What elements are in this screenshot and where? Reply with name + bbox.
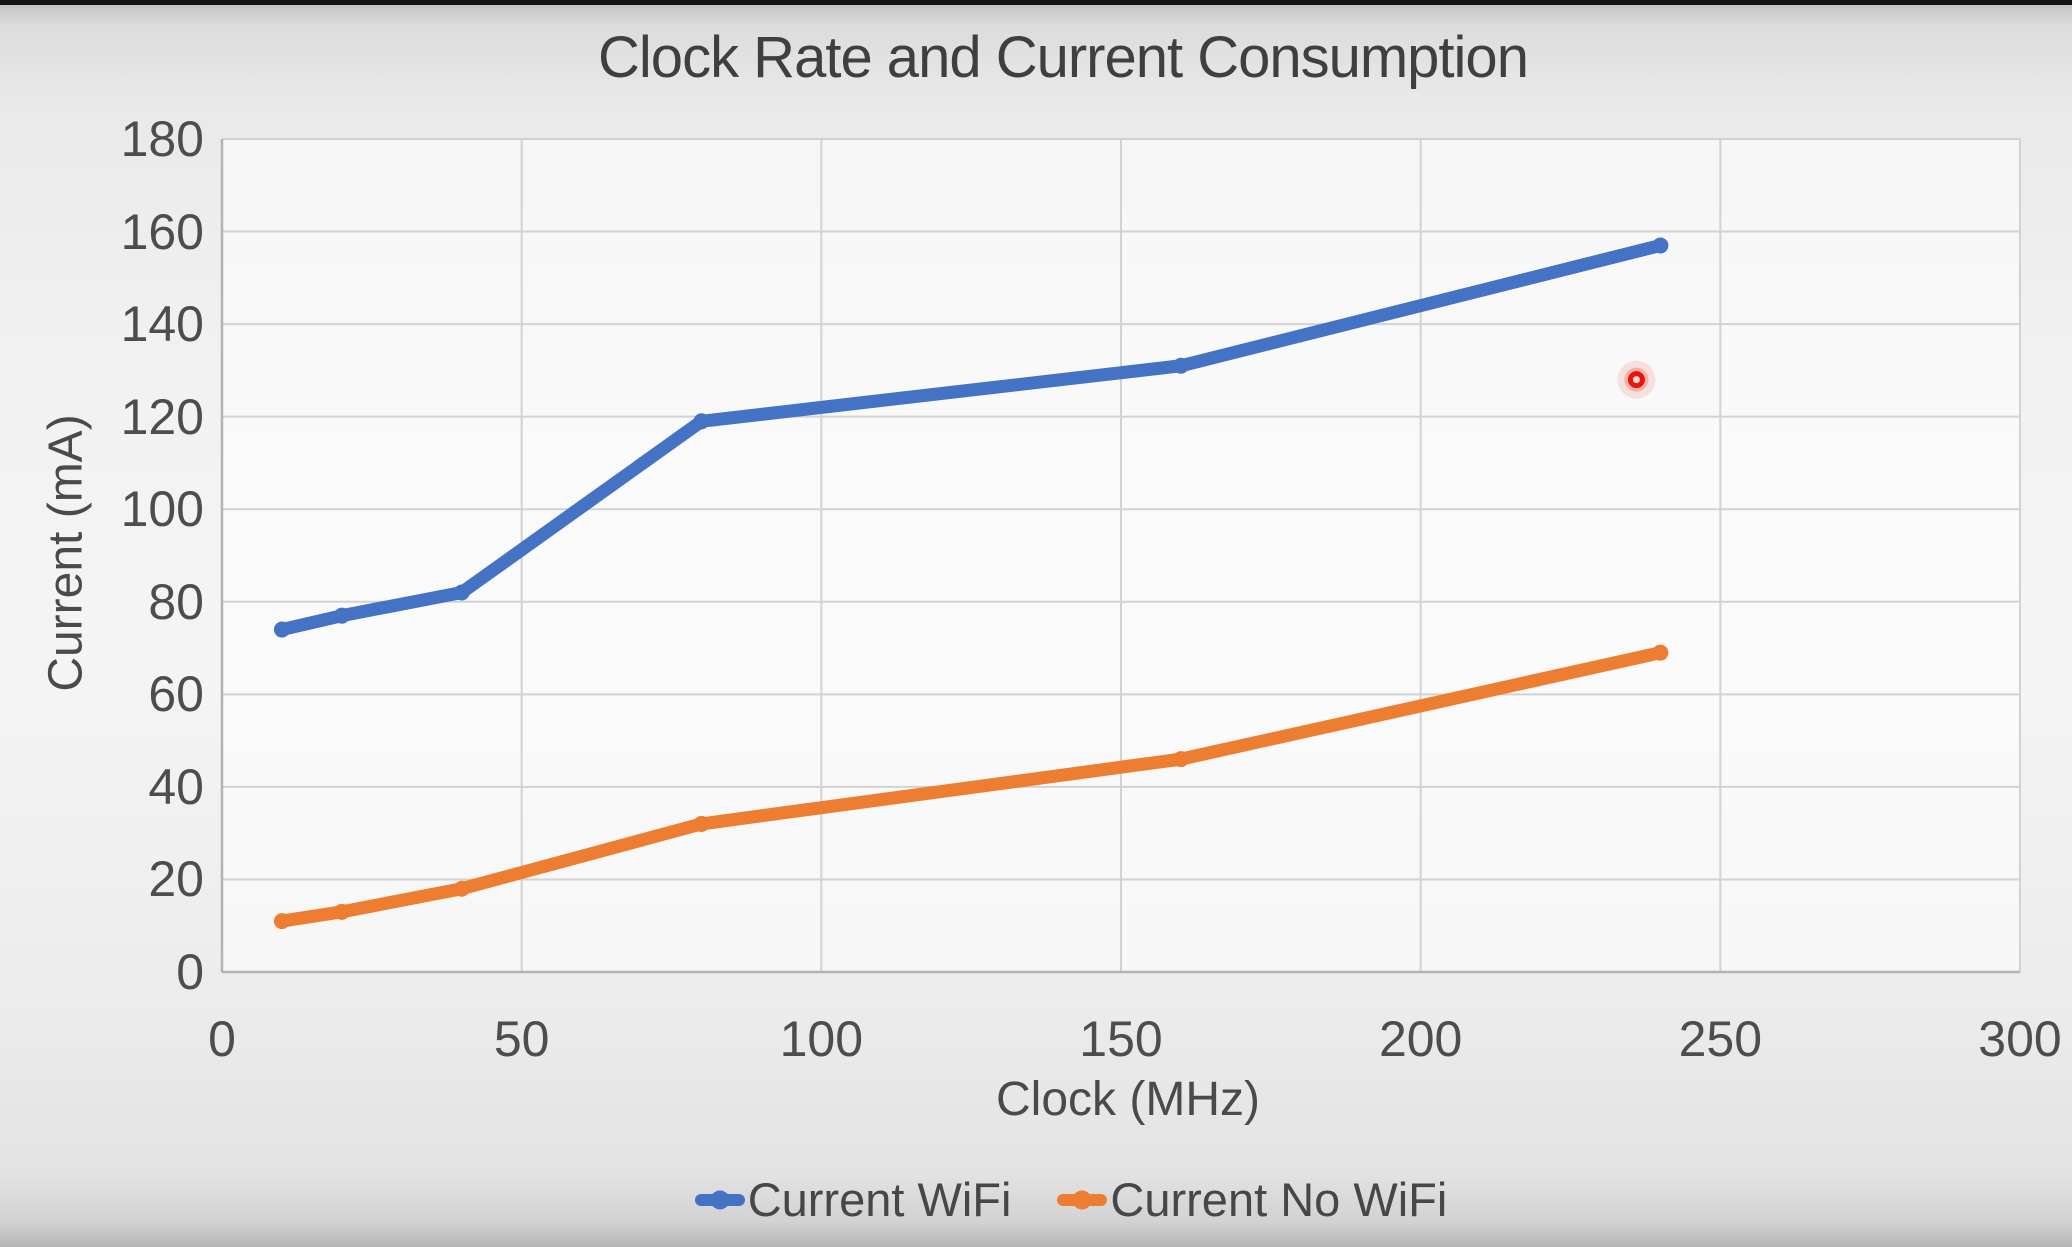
line-marker-icon bbox=[1057, 1190, 1108, 1209]
y-tick-label: 160 bbox=[120, 203, 204, 260]
data-point-marker bbox=[693, 413, 710, 430]
y-tick-label: 60 bbox=[148, 666, 204, 723]
data-point-marker bbox=[1652, 644, 1669, 661]
line-marker-icon bbox=[694, 1190, 745, 1209]
data-point-marker bbox=[273, 621, 290, 638]
data-point-marker bbox=[273, 913, 290, 930]
data-point-marker bbox=[333, 607, 350, 624]
y-tick-label: 20 bbox=[148, 851, 204, 908]
legend-label-current-wifi: Current WiFi bbox=[747, 1173, 1012, 1226]
x-tick-label: 150 bbox=[1079, 1011, 1163, 1067]
series-line-0 bbox=[275, 238, 1667, 637]
data-point-marker bbox=[1172, 751, 1189, 768]
y-tick-label: 80 bbox=[148, 573, 204, 630]
data-point-marker bbox=[333, 903, 350, 920]
legend-label-current-no-wifi: Current No WiFi bbox=[1110, 1173, 1448, 1226]
y-tick-label: 100 bbox=[120, 481, 204, 538]
y-tick-label: 140 bbox=[120, 296, 204, 353]
x-tick-label: 0 bbox=[208, 1011, 236, 1067]
y-tick-label: 180 bbox=[120, 111, 204, 167]
y-tick-label: 0 bbox=[176, 944, 204, 1000]
data-point-marker bbox=[1172, 357, 1189, 374]
x-axis-title: Clock (MHz) bbox=[996, 1073, 1260, 1126]
x-tick-label: 300 bbox=[1978, 1011, 2062, 1067]
legend-item-current-no-wifi: Current No WiFi bbox=[1057, 1172, 1447, 1227]
data-point-marker bbox=[453, 880, 470, 897]
data-point-marker bbox=[693, 815, 710, 832]
legend-item-current-wifi: Current WiFi bbox=[694, 1172, 1012, 1227]
x-tick-label: 200 bbox=[1378, 1011, 1463, 1067]
x-tick-label: 50 bbox=[493, 1011, 550, 1067]
point-marker-icon bbox=[710, 1190, 730, 1209]
data-point-marker bbox=[1652, 237, 1669, 254]
y-tick-label: 120 bbox=[120, 388, 204, 445]
x-tick-label: 100 bbox=[779, 1011, 864, 1067]
chart-title: Clock Rate and Current Consumption bbox=[598, 25, 1529, 90]
x-tick-label: 250 bbox=[1678, 1011, 1763, 1067]
video-letterbox-bar bbox=[0, 0, 2072, 5]
point-marker-icon bbox=[1072, 1190, 1092, 1209]
y-tick-label: 40 bbox=[148, 758, 204, 815]
legend: Current WiFi Current No WiFi bbox=[0, 1172, 2072, 1227]
series-line-1 bbox=[275, 646, 1667, 928]
laser-pointer-dot bbox=[1627, 371, 1645, 389]
data-point-marker bbox=[453, 584, 470, 601]
